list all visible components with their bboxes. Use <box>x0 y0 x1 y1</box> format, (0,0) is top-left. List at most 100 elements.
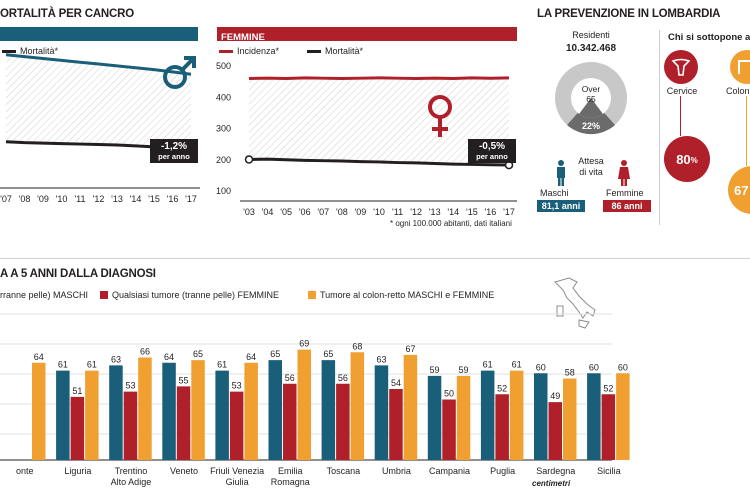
females-x-tick: '08 <box>336 207 348 216</box>
bar-femmine-10 <box>548 402 562 460</box>
legend-females-swatch <box>100 291 108 299</box>
bar-maschi-7 <box>374 365 389 460</box>
bar-femmine-1 <box>70 396 85 460</box>
bar-value-label: 56 <box>338 373 348 383</box>
bar-value-label: 64 <box>34 352 44 362</box>
italy-map-icon <box>549 276 601 332</box>
colon-stat-bar <box>746 96 747 166</box>
females-x-tick: '14 <box>447 207 459 216</box>
bar-colon-retto-6 <box>350 352 365 460</box>
bar-colon-retto-2 <box>138 357 152 460</box>
males-x-tick: '15 <box>148 194 160 204</box>
region-label: Sicilia <box>597 466 621 476</box>
footnote: * ogni 100.000 abitanti, dati italiani <box>390 219 512 228</box>
bar-value-label: 56 <box>285 373 295 383</box>
region-label: Sardegna <box>536 466 575 476</box>
females-x-tick: '06 <box>299 207 311 216</box>
bar-value-label: 55 <box>179 375 189 385</box>
bar-femmine-6 <box>336 383 350 460</box>
males-hatch-fill <box>6 54 191 150</box>
legend-colon: Tumore al colon-retto MASCHI e FEMMINE <box>308 290 494 300</box>
bar-colon-retto-1 <box>85 370 99 460</box>
females-x-tick: '17 <box>503 207 515 216</box>
females-y-tick: 400 <box>216 92 231 102</box>
bar-femmine-5 <box>283 383 297 460</box>
females-life-value: 86 anni <box>603 200 651 212</box>
females-start-dot <box>244 155 254 164</box>
bar-value-label: 53 <box>125 381 135 391</box>
cervice-label: Cervice <box>666 86 698 96</box>
bar-value-label: 49 <box>550 391 560 401</box>
females-series-mortality-line <box>248 157 510 167</box>
males-x-tick: '17 <box>185 194 197 204</box>
bar-value-label: 60 <box>618 362 628 372</box>
males-x-tick: '10 <box>56 194 68 204</box>
divider-vertical <box>659 30 660 225</box>
colon-icon <box>730 50 750 84</box>
residents-value: 10.342.468 <box>565 43 617 54</box>
bar-femmine-11 <box>601 394 616 460</box>
females-x-tick: '03 <box>243 207 255 216</box>
bar-value-label: 53 <box>232 381 242 391</box>
prevention-title: LA PREVENZIONE IN LOMBARDIA <box>537 8 721 20</box>
region-label: Friuli Venezia <box>210 466 264 476</box>
elderly-man-icon <box>555 160 567 186</box>
female-symbol-icon <box>425 93 455 141</box>
bar-maschi-3 <box>162 362 176 460</box>
bar-value-label: 60 <box>589 362 599 372</box>
bar-colon-retto-10 <box>563 378 577 460</box>
bar-value-label: 61 <box>483 360 493 370</box>
bar-maschi-9 <box>480 370 495 460</box>
females-x-tick: '10 <box>373 207 385 216</box>
bar-femmine-7 <box>389 389 403 460</box>
donut-over65-label: Over 65 <box>581 84 601 104</box>
bar-value-label: 52 <box>603 383 613 393</box>
legend-males: rranne pelle) MASCHI <box>0 290 89 300</box>
females-legend-incidence: Incidenza* <box>219 46 279 56</box>
females-legend-mortality: Mortalità* <box>307 46 363 56</box>
bar-maschi-6 <box>321 360 336 460</box>
cervice-bubble: 80% <box>664 136 710 182</box>
region-label: Trentino <box>115 466 148 476</box>
bar-value-label: 52 <box>497 383 507 393</box>
females-x-tick: '09 <box>355 207 367 216</box>
males-legend-mortality: Mortalità* <box>2 46 58 56</box>
males-x-tick: '13 <box>111 194 123 204</box>
females-x-tick: '12 <box>410 207 422 216</box>
bar-maschi-2 <box>109 365 123 460</box>
region-label: Romagna <box>271 477 310 487</box>
bar-value-label: 59 <box>430 365 440 375</box>
females-y-tick: 200 <box>216 155 231 165</box>
females-label: Femmine <box>606 188 644 198</box>
males-x-tick: '07 <box>0 194 12 204</box>
legend-colon-swatch <box>308 291 316 299</box>
bar-femmine-3 <box>176 386 191 460</box>
survival-chart-title: A A 5 ANNI DALLA DIAGNOSI <box>0 268 156 280</box>
bar-value-label: 54 <box>391 378 401 388</box>
bar-value-label: 64 <box>164 352 174 362</box>
region-label: Veneto <box>170 466 198 476</box>
life-expectancy-label: Attesa di vita <box>578 156 604 177</box>
males-chart-title: ORTALITÀ PER CANCRO <box>0 8 134 20</box>
bar-value-label: 61 <box>87 360 97 370</box>
bar-maschi-5 <box>268 360 282 460</box>
bar-femmine-2 <box>123 391 138 460</box>
bar-value-label: 60 <box>536 362 546 372</box>
region-label: Liguria <box>64 466 91 476</box>
colon-bubble: 67 <box>728 166 750 214</box>
bar-maschi-8 <box>427 375 442 460</box>
males-label: Maschi <box>540 188 569 198</box>
bar-maschi-4 <box>215 370 229 460</box>
bar-value-label: 68 <box>352 341 362 351</box>
females-y-tick: 500 <box>216 61 231 71</box>
bar-value-label: 59 <box>459 365 469 375</box>
region-label: Giulia <box>226 477 249 487</box>
males-x-tick: '16 <box>167 194 179 204</box>
region-label: Emilia <box>278 466 303 476</box>
male-symbol-icon <box>160 52 200 92</box>
bar-value-label: 50 <box>444 389 454 399</box>
bar-maschi-1 <box>56 370 70 460</box>
bar-colon-retto-9 <box>509 370 524 460</box>
elderly-woman-icon <box>618 160 630 186</box>
